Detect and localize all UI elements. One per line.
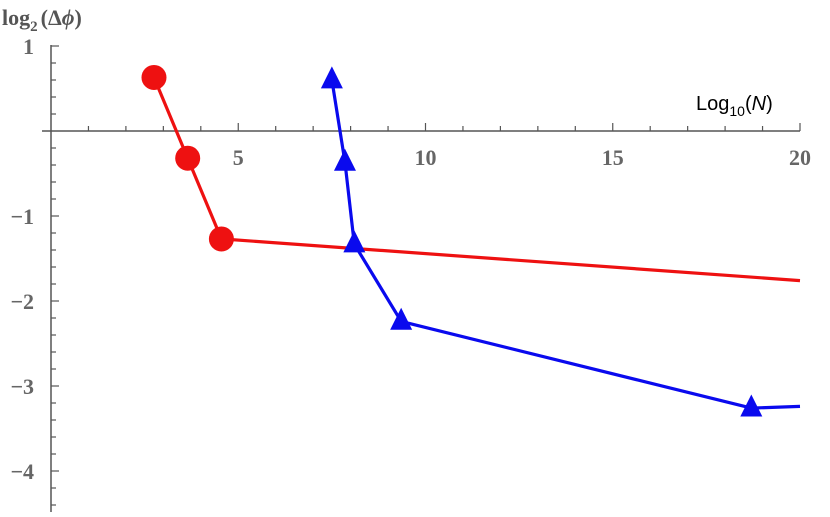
y-ticks xyxy=(51,45,59,506)
x-ticks xyxy=(87,123,801,131)
y-tick-label: −2 xyxy=(10,289,34,314)
y-tick-label: −4 xyxy=(10,459,34,484)
y-axis-title: log2 (Δϕ) xyxy=(2,5,82,35)
y-tick-labels: 1 −1 −2 −3 −4 xyxy=(10,34,34,484)
series-2-point xyxy=(740,394,763,417)
series-2-point xyxy=(343,230,366,253)
series-markers xyxy=(141,64,763,417)
axes xyxy=(42,45,801,512)
x-tick-label: 15 xyxy=(602,145,624,170)
series-2-line xyxy=(330,79,801,410)
x-tick-label: 20 xyxy=(789,145,811,170)
series-lines xyxy=(152,76,801,410)
x-tick-labels: 5 10 15 20 xyxy=(233,145,811,170)
series-1-line xyxy=(152,76,801,283)
x-axis-title: Log10(N) xyxy=(696,93,773,119)
x-tick-label: 5 xyxy=(233,145,244,170)
series-1-point xyxy=(175,145,201,171)
y-tick-label: −1 xyxy=(10,204,34,229)
x-tick-label: 10 xyxy=(415,145,437,170)
y-tick-label: 1 xyxy=(23,34,34,59)
series-1-point xyxy=(208,226,234,252)
y-tick-label: −3 xyxy=(10,374,34,399)
series-1-point xyxy=(141,64,167,90)
series-2-point xyxy=(390,307,413,330)
series-2-point xyxy=(320,66,343,89)
series-2-point xyxy=(333,148,356,171)
